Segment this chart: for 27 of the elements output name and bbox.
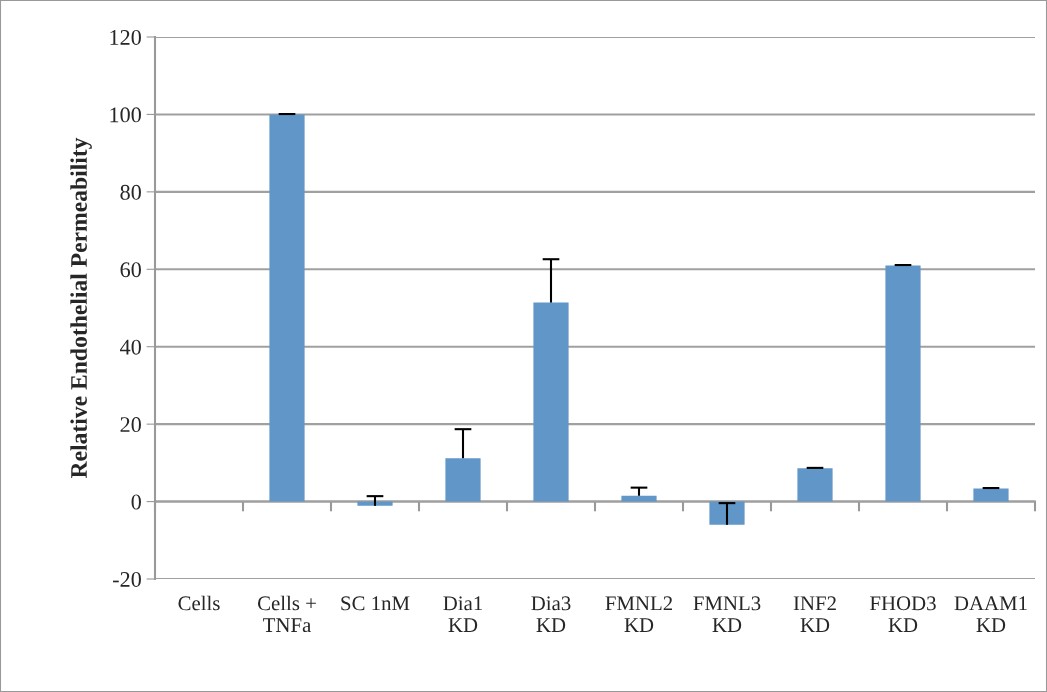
y-tick-label: 100 [110, 107, 141, 123]
x-tick-label: FHOD3 KD [870, 596, 936, 632]
x-tick-label: INF2 KD [793, 596, 836, 632]
bar [445, 458, 481, 502]
y-tick-label: -20 [113, 571, 141, 587]
bar [973, 488, 1009, 502]
y-axis-title: Relative Endothelial Permeability [70, 137, 92, 479]
bar [533, 302, 569, 502]
y-tick-label: 60 [120, 262, 141, 278]
bar [885, 265, 921, 502]
y-tick-label: 20 [120, 417, 141, 433]
bar [797, 468, 833, 502]
bar [621, 495, 657, 502]
bar [269, 114, 305, 502]
x-tick-label: DAAM1 KD [954, 596, 1027, 632]
y-tick-label: 0 [131, 494, 141, 510]
x-tick-label: Cells [178, 595, 220, 611]
x-tick-label: Dia3 KD [531, 596, 571, 632]
bar [357, 501, 393, 506]
x-tick-label: FMNL3 KD [693, 596, 761, 632]
y-tick-label: 80 [120, 184, 141, 200]
x-tick-label: SC 1nM [341, 596, 410, 611]
x-tick-label: Dia1 KD [443, 596, 482, 632]
y-tick-label: 40 [120, 339, 141, 355]
x-tick-label: Cells + TNFa [257, 595, 316, 633]
y-tick-label: 120 [110, 29, 141, 45]
x-tick-label: FMNL2 KD [605, 596, 672, 632]
